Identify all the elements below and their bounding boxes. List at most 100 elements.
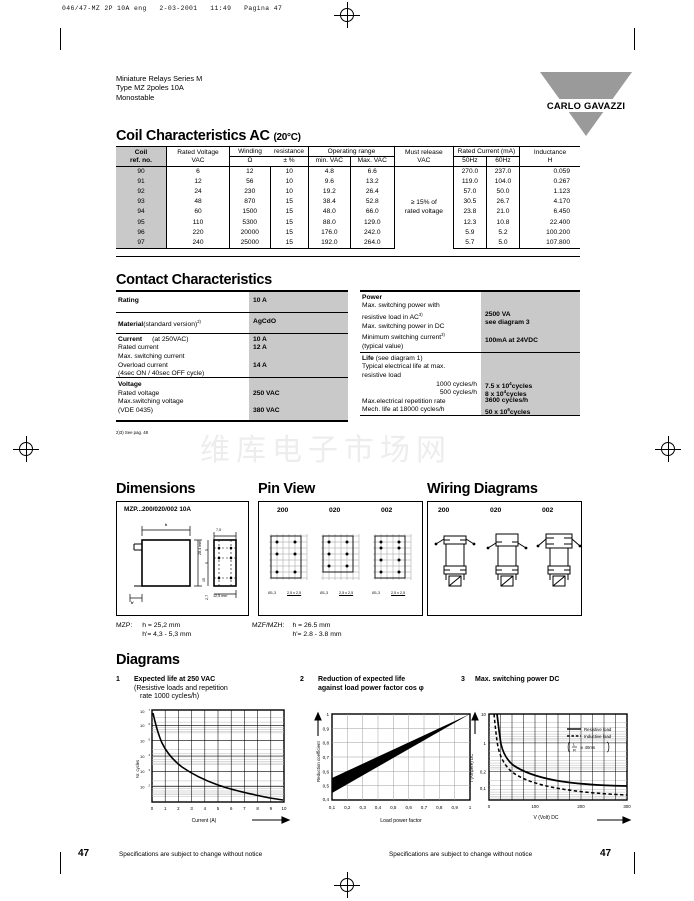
dimensions-note-mzf: MZF/MZH: h = 26.5 mm h'= 2.8 - 3.8 mm: [252, 622, 342, 639]
diagram-2-ytick-3: 0,7: [323, 755, 330, 760]
table-row: 95 110 5300 15 88.0 129.0 12.3 10.8 22.4…: [116, 217, 580, 228]
current-label-group: Current (at 250VAC) Rated current Max. sw…: [118, 335, 205, 378]
svg-text:4: 4: [204, 806, 207, 811]
diagram-3-ytick-2: 1: [484, 741, 487, 746]
svg-text:2: 2: [177, 806, 180, 811]
table-row: 94 60 1500 15 48.0 66.0 23.8 21.0 6.450: [116, 207, 580, 218]
pin-dim-a-0: Ø1,3: [268, 591, 276, 595]
svg-text:R: R: [573, 748, 576, 753]
coil-table-body: 90 6 12 10 4.8 6.6 ≥ 15% of rated voltag…: [116, 166, 580, 250]
must-release-bottom-rule: [116, 255, 580, 258]
svg-text:6: 6: [230, 806, 233, 811]
svg-text:1: 1: [469, 805, 472, 810]
pin-dim-b-0: 2,5 x 2,5: [287, 591, 302, 595]
diagram-2-ytick-2: 0,6: [323, 769, 330, 774]
dimensions-heading: Dimensions: [116, 481, 196, 497]
svg-text:0,2: 0,2: [344, 805, 351, 810]
brand-logo: CARLO GAVAZZI: [540, 72, 632, 136]
col-inductance: Inductance H: [519, 146, 580, 167]
voltage-value-1: 250 VAC: [253, 389, 280, 397]
diagram-3-ytick-0: 0,1: [480, 786, 487, 791]
voltage-value-cell: [249, 377, 348, 420]
diagram-3-curve-inductive: [493, 713, 628, 796]
svg-text:200: 200: [577, 804, 585, 809]
diagram-2-band: [332, 714, 470, 793]
diagram-2-ytick-5: 0,9: [323, 726, 330, 731]
crop-mark-tl-v: [60, 28, 61, 50]
material-value-cell: [249, 312, 348, 333]
power-value-cell: [481, 291, 580, 352]
svg-text:3: 3: [190, 806, 193, 811]
current-value-3: 14 A: [253, 361, 267, 369]
dim-label-5a: 5: [205, 548, 209, 551]
col-op-max: Max. VAC: [349, 156, 395, 167]
diagram-1-ytick-3: 10: [140, 754, 145, 759]
col-50hz: 50Hz: [452, 156, 487, 167]
life-value-4: 50 x 106cycles: [485, 406, 531, 416]
table-row: 92 24 230 10 19.2 26.4 57.0 50.0 1.123: [116, 187, 580, 198]
svg-text:100: 100: [531, 804, 539, 809]
note-mzp-hprime: h'= 4,3 - 5,3 mm: [142, 630, 192, 638]
contact-left-column: Rating 10 A Material(standard version)2)…: [116, 290, 348, 437]
svg-text:0,6: 0,6: [406, 805, 413, 810]
diagram-2-ytick-1: 0,5: [323, 784, 330, 789]
divider: [116, 419, 348, 422]
diagram-3-plot: Resistive load Inductive load L R ≅ 40ms…: [469, 711, 632, 824]
material-value: AgCdO: [253, 317, 277, 325]
diagram-1-number: 1: [116, 676, 120, 683]
power-label-group: Power Max. switching power with resistiv…: [362, 293, 445, 351]
life-value-2: 8 x 104cycles: [485, 389, 527, 399]
life-label-group: Life (see diagram 1) Typical electrical …: [362, 354, 477, 414]
title-line-3: Monostable: [116, 92, 155, 102]
pin-dim-a-2: Ø1,3: [372, 591, 380, 595]
svg-text:8: 8: [256, 806, 259, 811]
table-row: 90 6 12 10 4.8 6.6 ≥ 15% of rated voltag…: [116, 166, 580, 249]
wiring-schematic-020: [486, 533, 528, 587]
svg-text:0,4: 0,4: [375, 805, 382, 810]
divider: [116, 376, 348, 378]
diagram-3-legend-label-0: Resistive load: [584, 727, 612, 732]
svg-text:0: 0: [151, 806, 154, 811]
coil-heading-temp: (20°C): [273, 132, 301, 143]
footer-text-left: Specifications are subject to change wit…: [119, 851, 263, 858]
pin-dim-b-1: 2,5 x 2,5: [339, 591, 354, 595]
dim-label-284: 28,4 mm: [198, 540, 202, 555]
wiring-schematic-002: [536, 533, 582, 587]
table-row: 97 240 25000 15 192.0 264.0 5.7 5.0 107.…: [116, 238, 580, 250]
diagram-2-xlabel: Load power factor: [380, 818, 422, 824]
diagram-1-ytick-4: 10: [140, 769, 145, 774]
life-value-cell: [481, 352, 580, 415]
divider: [360, 290, 580, 292]
material-label: Material(standard version)2): [118, 318, 201, 329]
dim-label-hprime: h': [131, 601, 135, 605]
wiring-heading: Wiring Diagrams: [427, 481, 538, 497]
material-footnote-ref: 2): [197, 318, 201, 324]
svg-text:9: 9: [270, 806, 273, 811]
pin-pattern-020: [321, 534, 360, 580]
table-row: 91 12 56 10 9.6 13.2 119.0 104.0 0.267: [116, 177, 580, 188]
wiring-schematic-200: [434, 535, 476, 587]
wiring-box: 200 020 002: [427, 501, 582, 616]
pin-variant-label-0: 200: [277, 507, 289, 514]
diagram-3-legend-label-1: Inductive load: [584, 734, 612, 739]
svg-text:300: 300: [623, 804, 631, 809]
diagram-3-ytick-1: 0,2: [480, 770, 487, 775]
col-resistance: resistance: [270, 145, 309, 157]
col-operating-range: Operating range: [308, 145, 395, 157]
svg-text:0,3: 0,3: [360, 805, 367, 810]
note-mzf-hprime: h'= 2.8 - 3.8 mm: [292, 630, 342, 638]
dim-label-h: h: [165, 523, 168, 527]
power-value-1: 2500 VA: [485, 310, 511, 318]
svg-text:0: 0: [488, 804, 491, 809]
coil-characteristics-table: Coil ref. no. Rated Voltage VAC Winding …: [116, 145, 580, 250]
dimensions-box: MZP...200/020/002 10A: [116, 501, 249, 616]
svg-text:4: 4: [149, 753, 151, 757]
diagram-2-title-1: Reduction of expected life: [318, 676, 406, 683]
dim-label-125: 12,5 mm: [213, 594, 228, 598]
contact-heading: Contact Characteristics: [116, 272, 272, 288]
footer-text-right: Specifications are subject to change wit…: [389, 851, 533, 858]
table-row: 93 48 870 15 38.4 52.8 30.5 26.7 4.170: [116, 197, 580, 208]
rating-value-cell: [249, 291, 348, 312]
